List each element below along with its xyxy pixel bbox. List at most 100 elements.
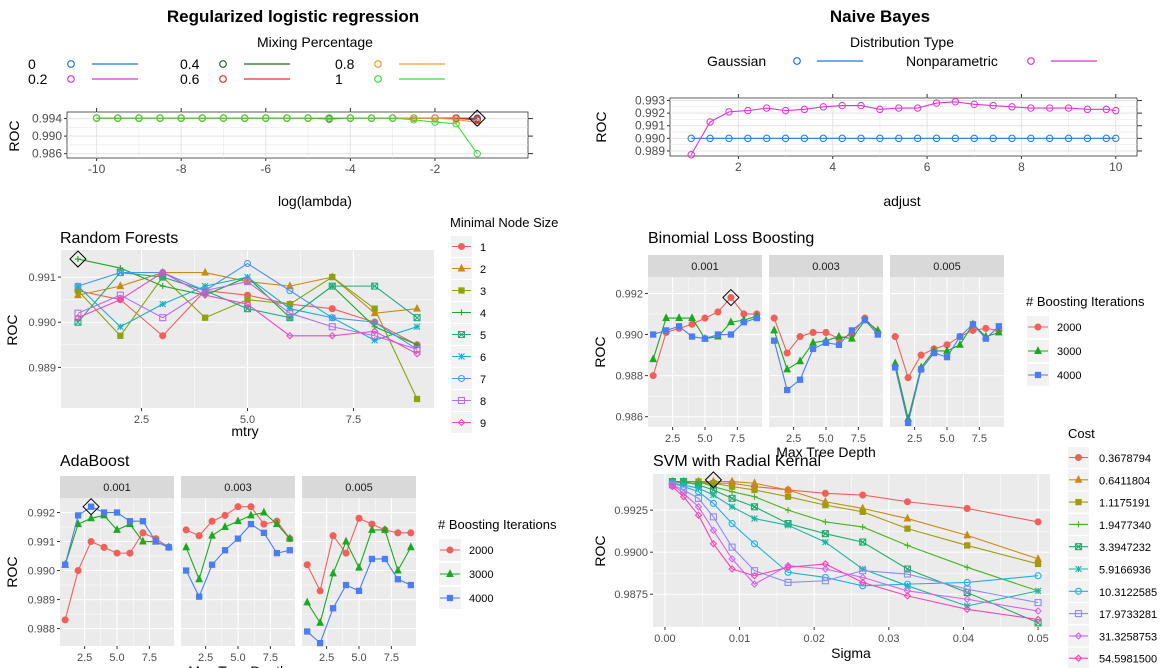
legend-key-point xyxy=(219,75,227,83)
data-point xyxy=(283,114,291,122)
data-point xyxy=(783,349,791,357)
data-point xyxy=(328,323,336,331)
best-tune-marker xyxy=(722,288,740,307)
data-point xyxy=(116,295,125,304)
data-point xyxy=(304,114,312,122)
data-point xyxy=(240,114,249,122)
data-point xyxy=(381,555,389,563)
data-point xyxy=(285,533,294,542)
data-point xyxy=(208,530,216,539)
chart-random-forests: Random Forests 2.5 5.0 7.5 0.991 0.990 0.989 mt… xyxy=(4,215,558,439)
data-point xyxy=(951,98,960,106)
y-tick-label: 0.991 xyxy=(27,537,55,549)
x-tick-label: 2.5 xyxy=(786,433,801,445)
data-point xyxy=(970,134,978,143)
legend-key-point xyxy=(457,374,466,383)
data-point xyxy=(355,587,363,595)
legend-label: 0 xyxy=(28,56,36,72)
data-point xyxy=(680,481,687,489)
data-point xyxy=(964,564,971,571)
legend-key-point xyxy=(1034,346,1042,354)
data-point xyxy=(784,485,792,493)
data-point xyxy=(303,597,312,606)
x-tick-label: 7.5 xyxy=(142,652,157,664)
data-point xyxy=(709,499,717,507)
data-point xyxy=(100,509,108,516)
data-point xyxy=(183,567,190,574)
data-point xyxy=(982,335,990,342)
facet-strip-label: 0.005 xyxy=(933,261,961,273)
legend-title: Minimal Node Size xyxy=(450,215,558,230)
data-point xyxy=(1064,104,1073,112)
legend-key-point xyxy=(458,353,465,360)
data-point xyxy=(800,134,809,143)
y-axis-label: ROC xyxy=(4,556,20,587)
data-point xyxy=(709,539,718,548)
data-point xyxy=(316,617,325,626)
data-point xyxy=(247,520,255,528)
data-point xyxy=(329,568,337,577)
facet-strip xyxy=(181,476,295,498)
data-point xyxy=(706,134,714,143)
data-point xyxy=(821,577,829,585)
legend-label: 5.9166936 xyxy=(1099,565,1151,577)
data-point xyxy=(848,327,856,334)
legend-label: 1.1175191 xyxy=(1099,498,1150,510)
data-point xyxy=(1034,560,1042,568)
data-point xyxy=(342,581,350,589)
data-point xyxy=(285,281,294,290)
facet-strip xyxy=(769,255,883,277)
x-tick-label: 7.5 xyxy=(730,433,745,445)
legend-label: 10.3122585 xyxy=(1099,587,1157,599)
legend-label: 54.5981500 xyxy=(1099,654,1157,666)
data-point xyxy=(208,517,216,525)
data-point xyxy=(1112,106,1120,115)
data-point xyxy=(371,332,379,340)
x-axis-label: mtry xyxy=(231,423,258,439)
chart-naive-bayes: Naive Bayes Distribution Type Gaussian Nonp… xyxy=(593,7,1142,209)
data-point xyxy=(932,99,941,107)
data-point xyxy=(751,493,758,500)
data-point xyxy=(87,537,95,546)
data-point xyxy=(410,116,418,124)
x-tick-label: -2 xyxy=(430,162,441,176)
data-point xyxy=(687,134,695,143)
legend-label: 9 xyxy=(480,418,486,430)
legend-key-point xyxy=(67,60,75,68)
data-point xyxy=(201,287,209,295)
chart-title: Binomial Loss Boosting xyxy=(648,230,814,247)
data-point xyxy=(963,585,971,593)
data-point xyxy=(963,595,971,604)
data-point xyxy=(286,331,294,340)
data-point xyxy=(243,259,252,268)
y-tick-label: 0.9875 xyxy=(614,589,648,601)
facet-strip xyxy=(60,476,174,498)
series-line-5.9166936 xyxy=(672,482,1039,607)
data-point xyxy=(796,376,804,383)
legend-label: 4000 xyxy=(469,593,493,605)
data-point xyxy=(694,511,703,519)
data-point xyxy=(963,578,971,586)
data-point xyxy=(406,542,415,551)
data-point xyxy=(113,509,121,516)
data-point xyxy=(835,341,843,348)
data-point xyxy=(785,507,792,514)
x-tick-label: 0.05 xyxy=(1027,633,1048,645)
data-point xyxy=(858,578,867,587)
data-point xyxy=(260,520,268,528)
data-point xyxy=(727,293,735,302)
data-point xyxy=(1034,572,1042,580)
data-point xyxy=(304,628,311,635)
legend-label: Nonparametric xyxy=(906,53,998,69)
legend-label: 1 xyxy=(335,71,343,87)
legend-key-point xyxy=(1075,565,1082,573)
chart-binomial-boosting: Binomial Loss Boosting 0.001 2.5 5.0 7.5 0.99… xyxy=(592,230,1145,460)
legend-label: 3 xyxy=(480,286,486,298)
data-point xyxy=(1034,599,1042,607)
x-tick-label: 0.02 xyxy=(803,633,824,645)
data-point xyxy=(87,513,95,522)
data-point xyxy=(286,287,294,295)
chart-title: Random Forests xyxy=(60,230,178,247)
data-point xyxy=(694,503,703,511)
x-tick-label: -4 xyxy=(345,162,356,176)
